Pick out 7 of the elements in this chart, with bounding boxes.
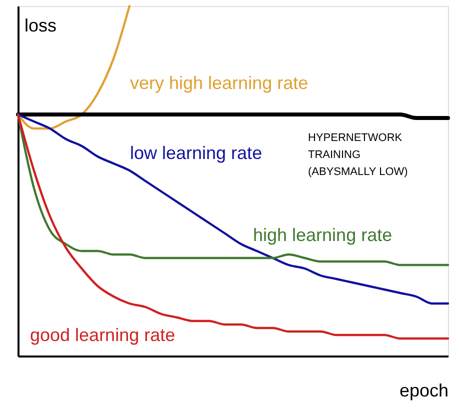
x-axis-title: epoch [399,380,448,400]
series-label: HYPERNETWORK TRAINING (ABYSMALLY LOW) [308,132,408,178]
series-label: high learning rate [253,225,392,245]
y-axis-title: loss [24,16,57,36]
series-label: very high learning rate [130,73,308,93]
series-label: good learning rate [30,325,176,345]
series-label: low learning rate [130,143,262,163]
